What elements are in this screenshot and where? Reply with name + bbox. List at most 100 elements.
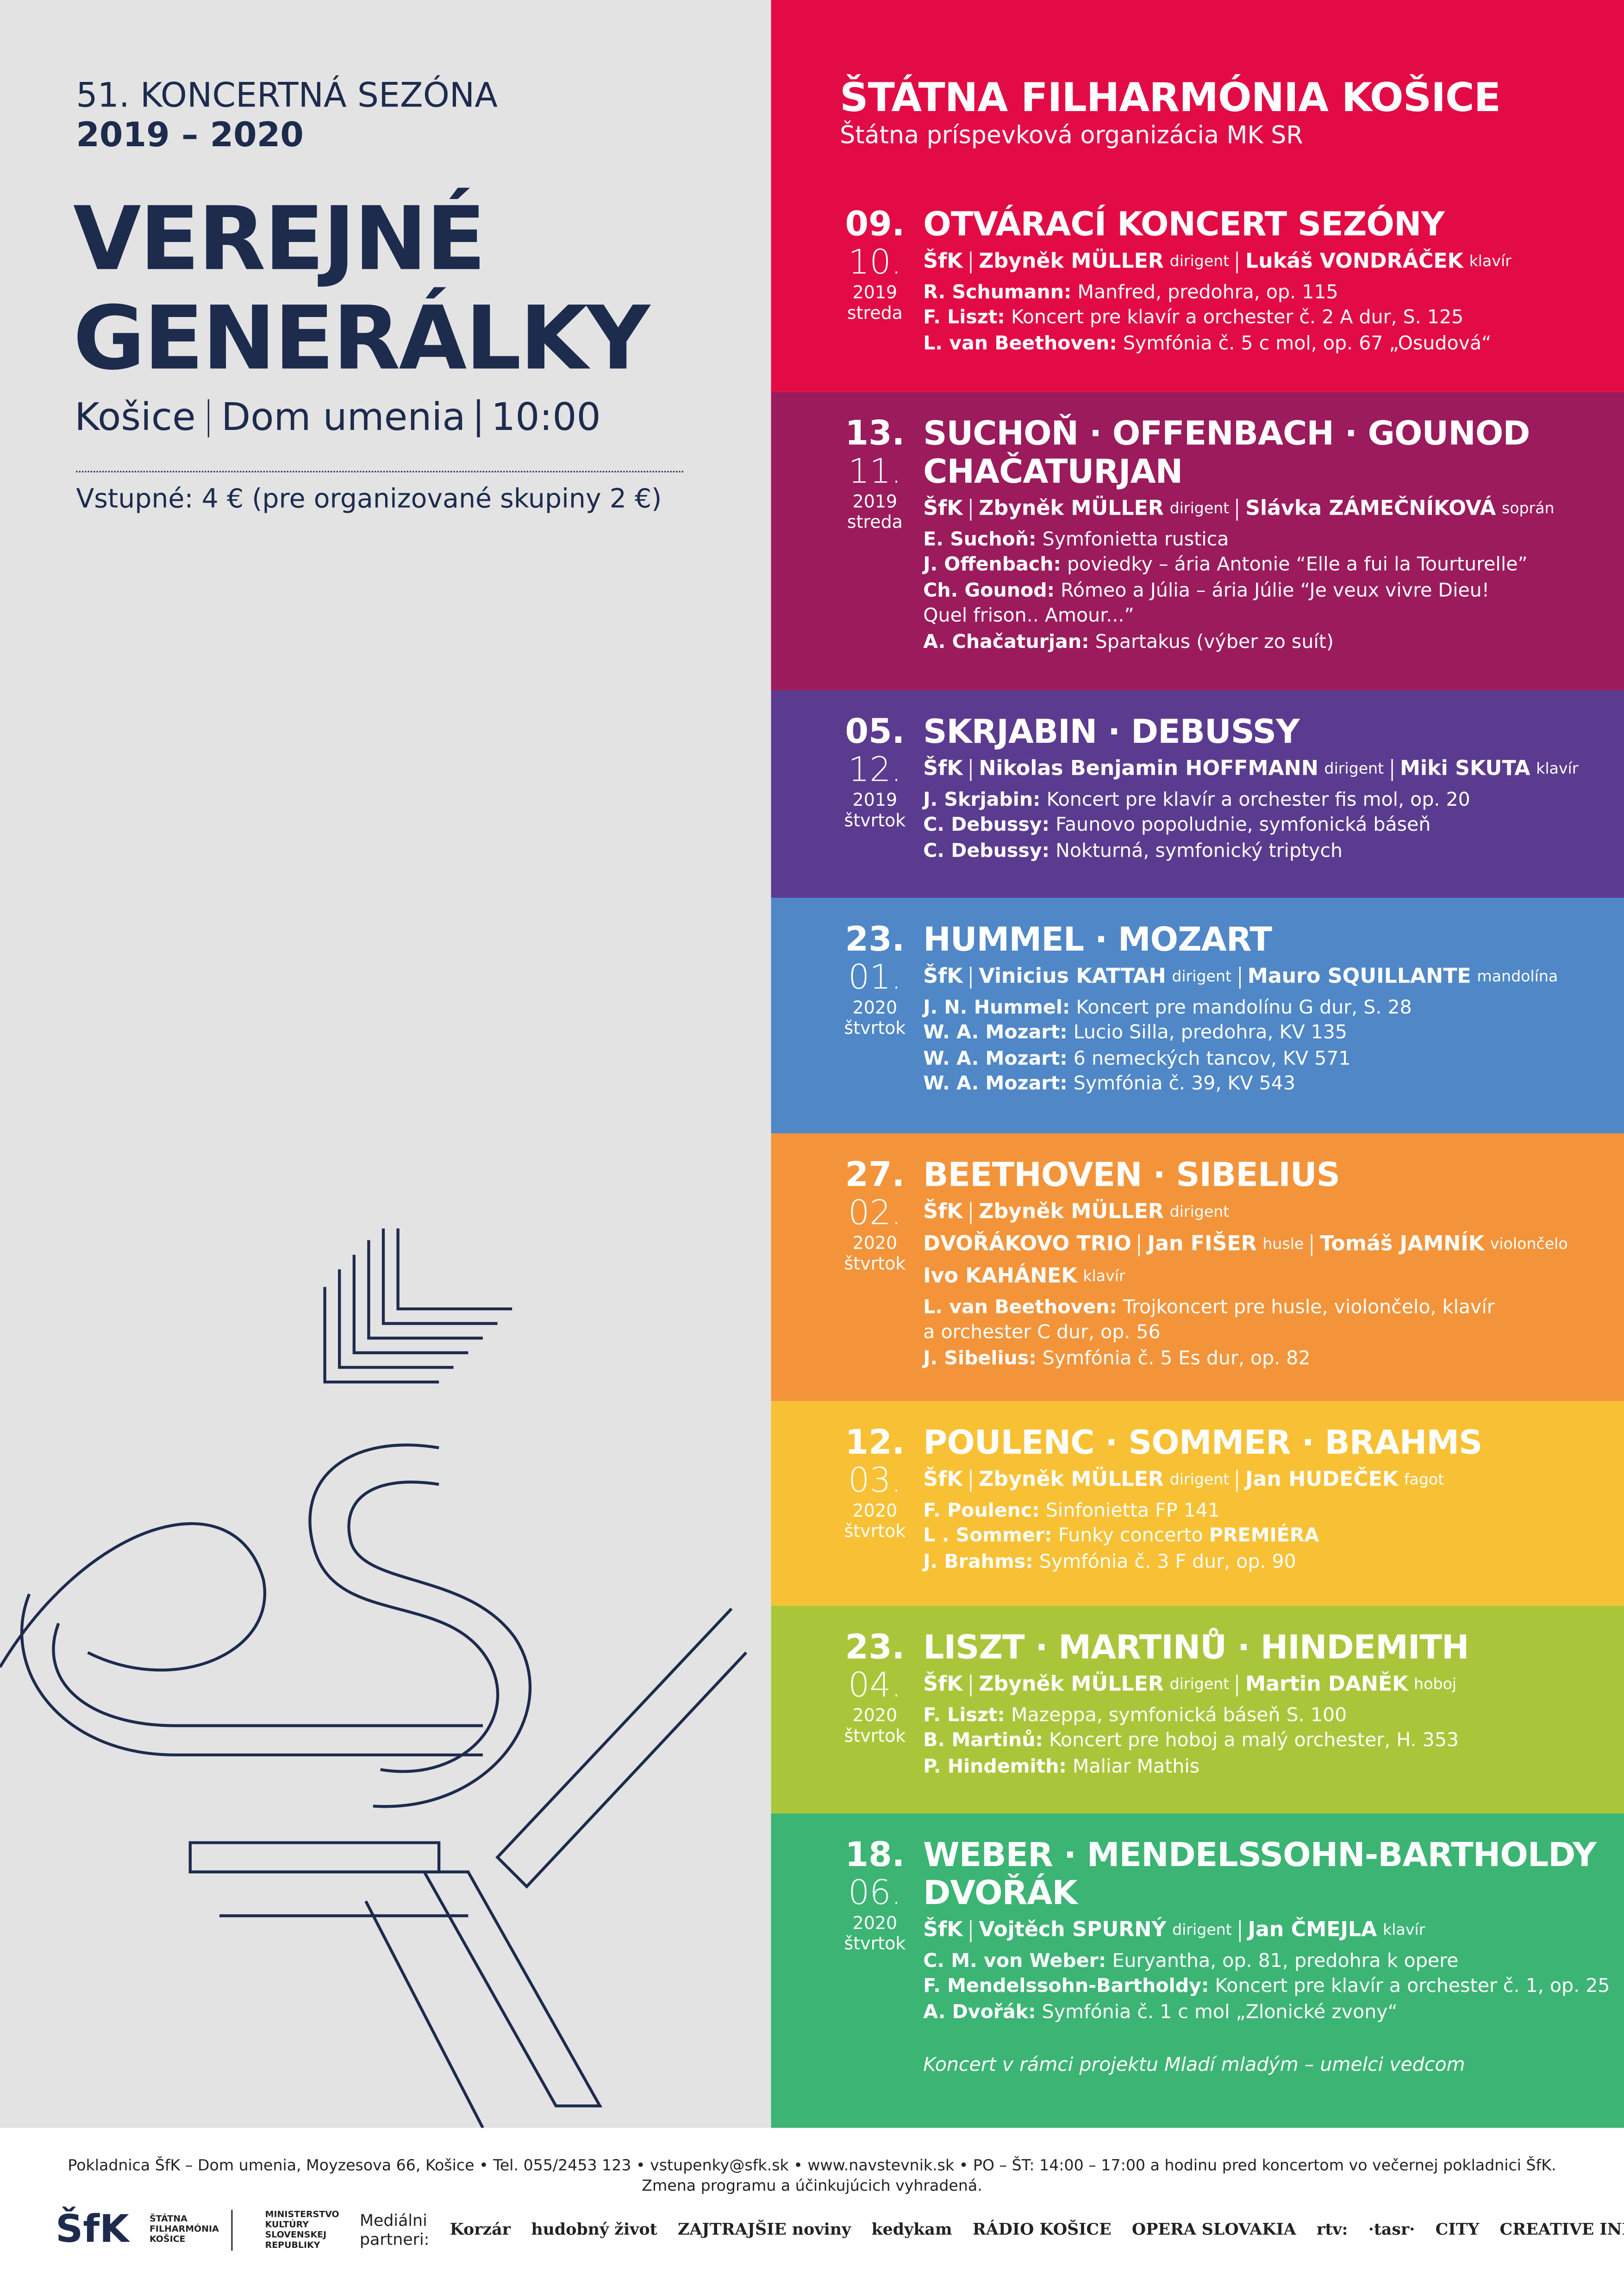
piece: Mazeppa, symfonická báseň S. 100 (1011, 1705, 1347, 1727)
performer-role: dirigent (1172, 1922, 1232, 1940)
composer: F. Mendelssohn-Bartholdy: (923, 1976, 1209, 1998)
piece: Trojkoncert pre husle, violončelo, klaví… (1123, 1297, 1495, 1319)
piece: Symfónia č. 5 Es dur, op. 82 (1042, 1348, 1311, 1370)
performer-role: dirigent (1169, 253, 1230, 271)
letter-s (347, 1481, 532, 1808)
piece: Koncert pre hoboj a malý orchester, H. 3… (1049, 1730, 1459, 1753)
year: 2020 (852, 1705, 898, 1726)
performer-name: Ivo KAHÁNEK (923, 1265, 1077, 1288)
composer: F. Poulenc: (923, 1500, 1040, 1523)
performer-role: mandolína (1477, 968, 1558, 986)
separator (1237, 1469, 1238, 1491)
concert: 05. 12. 2019 štvrtok SKRJABIN · DEBUSSY ŠfK Ni… (771, 690, 1624, 898)
piece: Rómeo a Júlia – ária Júlie “Je veux vivr… (1061, 580, 1490, 603)
work: J. N. Hummel: Koncert pre mandolínu G du… (923, 996, 1624, 1021)
composer: C. Debussy: (923, 815, 1050, 837)
composer: J. Brahms: (923, 1551, 1033, 1574)
performer-role: klavír (1383, 1922, 1425, 1940)
performer-name: Zbyněk MÜLLER (979, 497, 1164, 521)
work: W. A. Mozart: 6 nemeckých tancov, KV 571 (923, 1047, 1624, 1072)
day: 09. (845, 206, 905, 244)
concert-title: OTVÁRACÍ KONCERT SEZÓNY (923, 206, 1445, 244)
composer: J. Skrjabin: (923, 790, 1041, 812)
composer: R. Schumann: (923, 282, 1072, 305)
concert-title: SUCHOŇ · OFFENBACH · GOUNOD (923, 415, 1530, 454)
concert-title: DVOŘÁK (923, 1874, 1077, 1913)
letter-f (20, 1593, 483, 1757)
weekday: štvrtok (844, 1933, 906, 1954)
work: P. Hindemith: Maliar Mathis (923, 1755, 1624, 1780)
year: 2020 (852, 1232, 898, 1254)
left-panel: 51. KONCERTNÁ SEZÓNA 2019 – 2020 VEREJNÉ… (0, 0, 771, 2128)
date: 12. 03. 2020 štvrtok (832, 1425, 917, 1542)
work: F. Liszt: Mazeppa, symfonická báseň S. 1… (923, 1704, 1624, 1729)
separator (970, 1201, 972, 1224)
letter-k (364, 1607, 748, 2128)
performer-role: klavír (1469, 253, 1512, 271)
program: ŠTÁTNA FILHARMÓNIA KOŠICE Štátna príspev… (771, 0, 1624, 2128)
organizer-name: ŠTÁTNA FILHARMÓNIA KOŠICE (840, 76, 1501, 122)
month: 02. (848, 1195, 902, 1233)
separator (1237, 250, 1238, 273)
composer: F. Liszt: (923, 1705, 1005, 1727)
date: 13. 11. 2019 streda (832, 415, 917, 532)
performer-name: Mauro SQUILLANTE (1247, 965, 1471, 989)
partner: kedykam (871, 2220, 952, 2239)
work: Ch. Gounod: Rómeo a Júlia – ária Júlie “… (923, 579, 1624, 604)
month: 01. (848, 959, 902, 998)
organizer-subtitle: Štátna príspevková organizácia MK SR (840, 121, 1303, 149)
weekday: štvrtok (844, 810, 906, 831)
composer: C. M. von Weber: (923, 1951, 1106, 1973)
piece: a orchester C dur, op. 56 (923, 1322, 1161, 1345)
piece: Maliar Mathis (1073, 1756, 1200, 1778)
piece: Koncert pre klavír a orchester fis mol, … (1046, 790, 1470, 812)
performer-name: ŠfK (923, 757, 963, 781)
piece: 6 nemeckých tancov, KV 571 (1073, 1048, 1351, 1070)
day: 13. (845, 415, 905, 454)
performer-role: dirigent (1169, 1471, 1230, 1489)
month: 12. (848, 752, 902, 790)
date: 27. 02. 2020 štvrtok (832, 1157, 917, 1274)
year: 2020 (852, 997, 898, 1018)
composer: A. Dvořák: (923, 2002, 1036, 2024)
piece: Spartakus (výber zo suít) (1095, 631, 1334, 653)
performer-name: Vinicius KATTAH (979, 965, 1166, 989)
divider (76, 471, 683, 473)
performers: ŠfK Zbyněk MÜLLER dirigent Jan HUDEČEK fagot (923, 1465, 1624, 1494)
separator (970, 966, 972, 988)
works: C. M. von Weber: Euryantha, op. 81, pred… (923, 1949, 1624, 2026)
composer: C. Debussy: (923, 840, 1050, 863)
separator (1391, 758, 1393, 780)
composer: W. A. Mozart: (923, 1074, 1068, 1096)
date: 23. 04. 2020 štvrtok (832, 1629, 917, 1746)
performers: Ivo KAHÁNEK klavír (923, 1262, 1624, 1291)
performer-role: dirigent (1169, 1676, 1230, 1694)
performer-role: fagot (1404, 1471, 1444, 1489)
year: 2020 (852, 1500, 898, 1521)
piece: Koncert pre mandolínu G dur, S. 28 (1076, 997, 1412, 1020)
separator (1237, 498, 1238, 520)
partner: CITY (1435, 2220, 1480, 2239)
work: R. Schumann: Manfred, predohra, op. 115 (923, 281, 1624, 306)
separator (970, 1469, 972, 1491)
work: A. Chačaturjan: Spartakus (výber zo suít… (923, 630, 1624, 655)
logos: ŠfK ŠTÁTNA FILHARMÓNIA KOŠICE MINISTERST… (56, 2189, 1624, 2270)
separator (970, 1919, 972, 1941)
date: 09. 10. 2019 streda (832, 206, 917, 324)
partner: rtv: (1317, 2220, 1348, 2239)
logo: ŠfK (56, 2207, 129, 2252)
separator (970, 498, 972, 520)
weekday: štvrtok (844, 1725, 906, 1746)
performer-name: Zbyněk MÜLLER (979, 250, 1164, 274)
note: Koncert v rámci projektu Mladí mladým – … (923, 2055, 1465, 2077)
performer-name: Lukáš VONDRÁČEK (1245, 250, 1463, 274)
piece: Koncert pre klavír a orchester č. 2 A du… (1011, 307, 1464, 330)
composer: Ch. Gounod: (923, 580, 1055, 603)
composer: E. Suchoň: (923, 529, 1037, 552)
composer: W. A. Mozart: (923, 1048, 1068, 1070)
performer-name: Zbyněk MÜLLER (979, 1201, 1164, 1224)
works: J. N. Hummel: Koncert pre mandolínu G du… (923, 996, 1624, 1098)
performer-role: dirigent (1169, 1203, 1230, 1221)
separator (1138, 1233, 1140, 1256)
concert: 18. 06. 2020 štvrtok WEBER · MENDELSSOHN-BAR… (771, 1813, 1624, 2128)
